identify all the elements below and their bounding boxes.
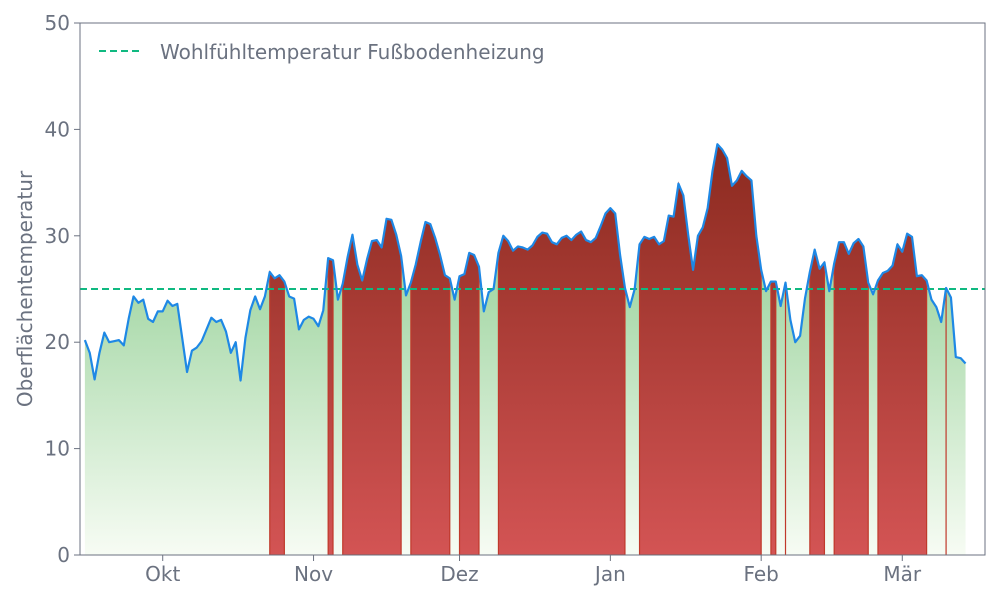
legend-label-threshold: Wohlfühltemperatur Fußbodenheizung: [160, 40, 545, 64]
x-tick-label: Okt: [145, 562, 180, 586]
plot-frame: [79, 22, 986, 556]
x-axis: Okt Nov Dez Jan Feb Mär: [145, 555, 922, 586]
y-tick-label: 50: [45, 11, 70, 35]
y-tick-label: 40: [45, 117, 70, 141]
y-tick-label: 10: [45, 437, 70, 461]
x-tick-label: Mär: [883, 562, 922, 586]
y-tick-label: 30: [45, 224, 70, 248]
x-tick-label: Feb: [743, 562, 778, 586]
plot-area: [80, 143, 985, 555]
y-axis-title: Oberflächentemperatur: [13, 170, 37, 407]
legend: Wohlfühltemperatur Fußbodenheizung: [99, 40, 545, 64]
x-tick-label: Nov: [294, 562, 333, 586]
y-axis: 0 10 20 30 40 50: [45, 11, 80, 567]
y-tick-label: 20: [45, 330, 70, 354]
y-tick-label: 0: [57, 543, 70, 567]
x-tick-label: Dez: [440, 562, 478, 586]
temperature-series-line: [83, 143, 967, 382]
x-tick-label: Jan: [593, 562, 626, 586]
above-threshold-area: [269, 143, 947, 555]
